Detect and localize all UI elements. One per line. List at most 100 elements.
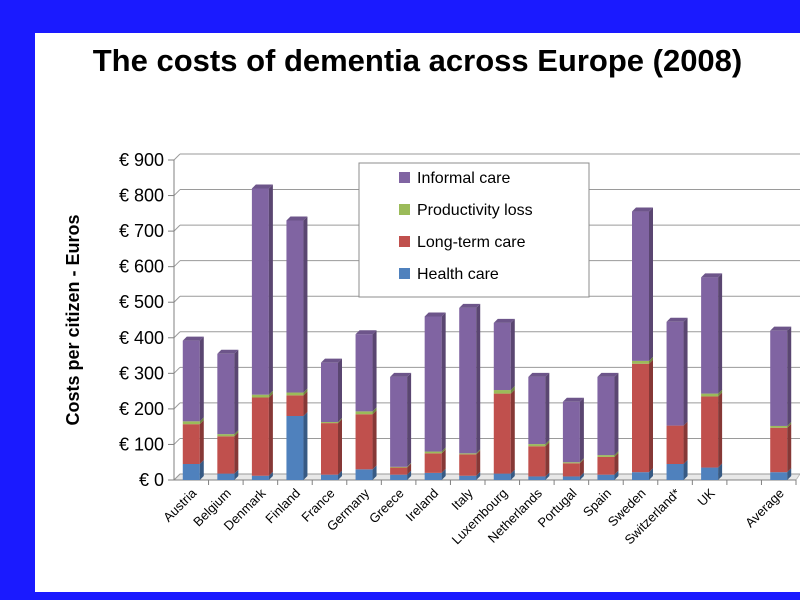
bar-top (632, 207, 653, 212)
bar-segment (286, 416, 304, 480)
bar-segment (321, 423, 338, 475)
bar-segment-side (683, 421, 688, 464)
bar-segment-side (545, 440, 550, 447)
bar-segment-side (303, 216, 308, 393)
y-axis-label: Costs per citizen - Euros (63, 214, 83, 425)
bar-segment-side (234, 349, 239, 435)
legend-label: Health care (417, 266, 499, 283)
legend-swatch (399, 236, 410, 247)
bar-segment-side (579, 459, 584, 477)
bar-segment (770, 330, 788, 426)
bar-segment (424, 316, 442, 452)
bar-segment (666, 464, 684, 480)
bar-segment (597, 376, 615, 456)
bar-segment-side (787, 423, 792, 473)
bar-top (390, 372, 412, 377)
bar-top (182, 336, 204, 341)
bar-segment-side (199, 460, 204, 480)
bar-segment (390, 467, 408, 475)
bar-top (597, 372, 619, 377)
bar-segment-side (649, 207, 653, 361)
bar-segment (251, 397, 269, 476)
bar-segment (424, 451, 442, 454)
legend-swatch (399, 268, 410, 279)
bar-segment-side (476, 471, 481, 480)
bar-segment (562, 462, 580, 464)
bar-segment (597, 455, 615, 457)
bar-segment (390, 376, 408, 467)
bar-segment (562, 476, 580, 480)
bar-top (459, 303, 481, 308)
bar-segment (701, 277, 719, 394)
bar-segment (217, 353, 235, 435)
bar-segment (251, 188, 269, 395)
gridline-depth (173, 189, 181, 196)
bar-segment-side (510, 469, 515, 480)
y-tick-label: € 300 (119, 363, 164, 383)
bar-segment-side (407, 372, 412, 467)
bar-segment (701, 467, 719, 480)
bar-segment-side (303, 391, 308, 416)
bar-segment-side (649, 356, 653, 364)
bar-segment-side (441, 449, 446, 473)
bar-segment-side (407, 463, 412, 475)
bar-segment-side (234, 430, 239, 437)
bar-segment-side (579, 397, 584, 463)
bar-segment (217, 473, 235, 480)
gridline-depth (173, 402, 181, 410)
bar-segment (355, 469, 373, 480)
bar-top (562, 397, 584, 402)
y-tick-label: € 200 (119, 399, 164, 419)
bar-segment-side (407, 462, 412, 468)
bar-segment (390, 474, 408, 480)
bar-segment-side (199, 417, 204, 425)
bar-segment-side (372, 410, 377, 470)
y-tick-label: € 100 (119, 434, 164, 454)
bar-segment-side (303, 388, 308, 396)
gridline-depth (173, 473, 181, 481)
gridline-depth (173, 331, 181, 339)
bar-top (251, 184, 273, 189)
bar-segment-side (545, 442, 550, 477)
bar-segment (321, 474, 338, 480)
bar-segment-side (718, 463, 723, 480)
bar-segment-side (372, 407, 377, 415)
bar-segment-side (234, 469, 239, 480)
y-tick-label: € 700 (119, 221, 164, 241)
gridline-depth (173, 438, 181, 445)
x-tick-label: Portugal (535, 485, 580, 530)
bar-segment (632, 363, 649, 473)
x-tick-label: Ireland (403, 486, 442, 525)
bar-segment-side (372, 465, 377, 480)
bar-segment-side (579, 472, 584, 480)
bar-segment (562, 463, 580, 477)
bar-segment-side (718, 273, 723, 394)
legend-box (358, 162, 590, 298)
bar-segment (286, 395, 304, 416)
bar-top (424, 312, 446, 317)
bar-segment (459, 454, 477, 476)
bar-top (217, 349, 239, 354)
bar-segment (528, 444, 546, 447)
bar-segment (597, 456, 615, 475)
bar-segment (321, 422, 338, 424)
bar-segment-side (338, 358, 342, 423)
bar-segment-side (407, 470, 412, 480)
bar-top (286, 216, 308, 221)
bar-segment-side (787, 326, 792, 426)
bar-segment (286, 392, 304, 396)
bar-segment (597, 474, 615, 480)
bar-segment (355, 414, 373, 470)
bar-top (355, 330, 377, 335)
y-tick-label: € 500 (119, 292, 164, 312)
bar-top (770, 326, 792, 331)
bar-segment (424, 453, 442, 473)
bar-segment-side (234, 432, 239, 474)
bar-segment-side (579, 458, 584, 464)
bar-segment (217, 436, 235, 474)
bar-segment-side (268, 184, 273, 395)
bar-segment (321, 362, 338, 423)
x-tick-label: Greece (366, 486, 407, 527)
bar-segment-side (649, 468, 653, 480)
bar-segment-side (199, 420, 204, 464)
